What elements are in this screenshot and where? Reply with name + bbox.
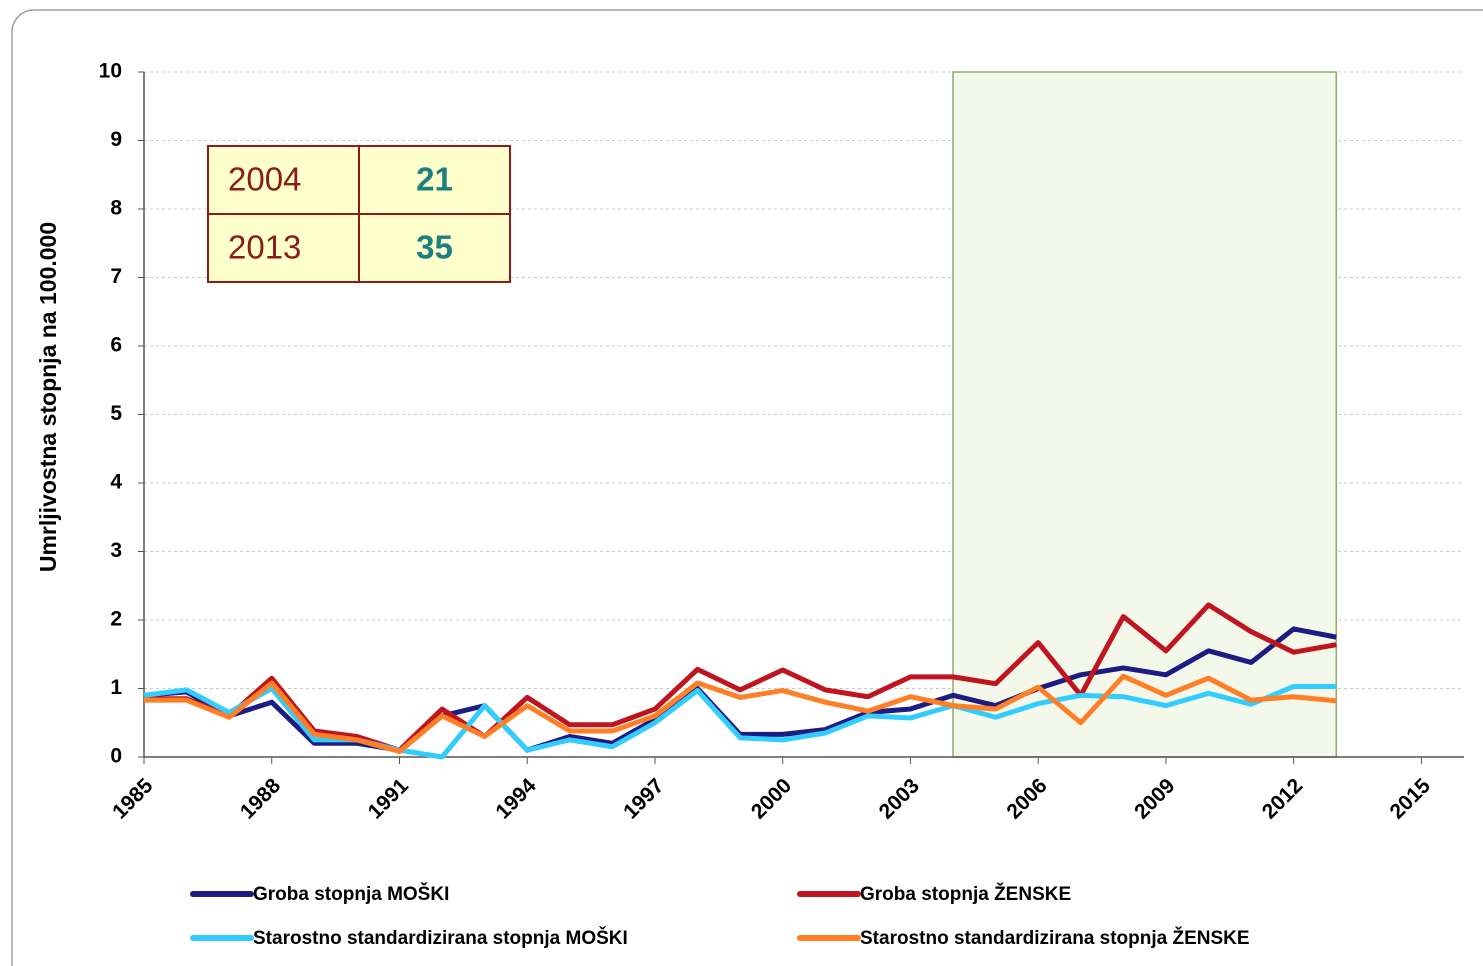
legend-label: Groba stopnja MOŠKI (253, 883, 449, 905)
x-tick-label: 1994 (491, 774, 541, 824)
table-value: 35 (416, 229, 453, 266)
highlight-region (952, 71, 1338, 758)
table-value: 21 (416, 161, 453, 198)
table-year: 2004 (228, 161, 301, 198)
x-tick-label: 2000 (747, 774, 796, 823)
series-line (144, 673, 1337, 755)
x-tick-label: 1997 (619, 774, 668, 823)
y-tick-label: 1 (110, 676, 122, 699)
y-tick-label: 10 (99, 60, 122, 83)
y-tick-label: 2 (110, 608, 122, 631)
y-tick-label: 5 (110, 402, 122, 425)
y-tick-label: 0 (110, 745, 122, 768)
x-tick-label: 2006 (1002, 774, 1051, 823)
y-tick-label: 7 (110, 265, 122, 288)
x-tick-label: 1988 (236, 774, 286, 824)
y-tick-label: 3 (110, 539, 122, 562)
y-axis-label: Umrljivostna stopnja na 100.000 (35, 222, 61, 572)
y-tick-label: 6 (110, 334, 122, 357)
x-tick-label: 1991 (364, 774, 414, 824)
x-tick-label: 1985 (108, 774, 158, 824)
x-tick-label: 2015 (1386, 774, 1436, 824)
legend-label: Starostno standardizirana stopnja MOŠKI (253, 927, 628, 949)
legend-label: Starostno standardizirana stopnja ŽENSKE (860, 927, 1250, 949)
y-tick-label: 8 (110, 197, 122, 220)
y-tick-label: 4 (110, 471, 122, 494)
legend-label: Groba stopnja ŽENSKE (860, 883, 1071, 905)
frame (11, 9, 1483, 966)
y-tick-label: 9 (110, 128, 122, 151)
x-tick-label: 2009 (1130, 774, 1179, 823)
x-tick-label: 2003 (875, 774, 924, 823)
table-year: 2013 (228, 229, 301, 266)
x-tick-label: 2012 (1258, 774, 1307, 823)
series-line (144, 602, 1337, 753)
